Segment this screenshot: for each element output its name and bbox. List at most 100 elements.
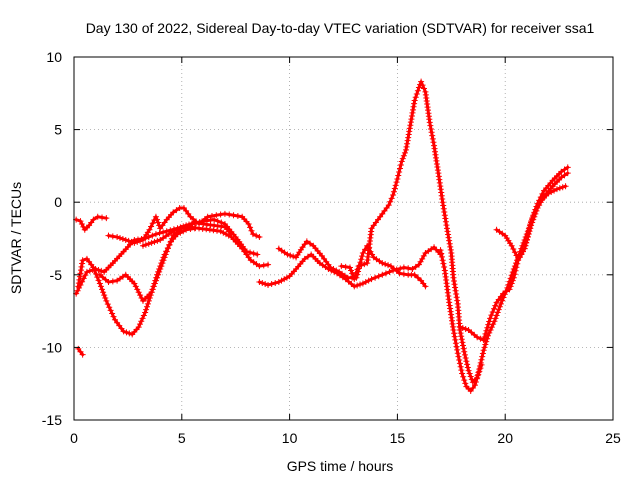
data-point-marker [427, 122, 434, 129]
data-point-marker [414, 87, 421, 94]
data-point-marker [408, 116, 415, 123]
data-point-marker [466, 370, 473, 377]
data-point-marker [401, 149, 408, 156]
data-point-marker [135, 324, 142, 331]
series-arc-11 [437, 183, 569, 394]
data-point-marker [410, 106, 417, 113]
data-point-marker [342, 263, 349, 270]
data-point-marker [90, 264, 97, 271]
data-point-marker [385, 202, 392, 209]
data-point-marker [77, 270, 84, 277]
data-point-marker [414, 274, 421, 281]
data-point-marker [281, 276, 288, 283]
data-point-marker [396, 165, 403, 172]
data-point-marker [553, 186, 560, 193]
data-point-marker [110, 313, 117, 320]
data-point-marker [152, 213, 159, 220]
data-point-marker [529, 215, 536, 222]
data-point-marker [154, 216, 161, 223]
data-point-marker [287, 252, 294, 259]
data-point-marker [245, 220, 252, 227]
data-point-marker [473, 375, 480, 382]
data-point-marker [243, 248, 250, 255]
data-point-marker [459, 339, 466, 346]
data-point-marker [442, 218, 449, 225]
data-point-marker [483, 327, 490, 334]
data-point-marker [525, 227, 532, 234]
data-point-marker [228, 231, 235, 238]
data-point-marker [149, 232, 156, 239]
data-point-marker [397, 162, 404, 169]
data-point-marker [156, 230, 163, 237]
data-point-marker [467, 373, 474, 380]
data-point-marker [488, 312, 495, 319]
data-point-marker [155, 219, 162, 226]
data-point-marker [170, 209, 177, 216]
data-point-marker [92, 270, 99, 277]
data-point-marker [454, 350, 461, 357]
data-point-marker [365, 277, 372, 284]
data-point-marker [259, 280, 266, 287]
data-point-marker [458, 367, 465, 374]
data-point-marker [151, 238, 158, 245]
data-point-marker [126, 330, 133, 337]
data-point-marker [477, 363, 484, 370]
data-point-marker [382, 270, 389, 277]
data-point-marker [162, 251, 169, 258]
data-point-marker [211, 216, 218, 223]
data-point-marker [437, 247, 444, 254]
data-point-marker [457, 330, 464, 337]
series-trace [76, 226, 197, 336]
data-point-marker [405, 265, 412, 272]
data-point-marker [132, 283, 139, 290]
data-point-marker [455, 353, 462, 360]
data-point-marker [450, 326, 457, 333]
data-point-marker [97, 283, 104, 290]
data-point-marker [480, 347, 487, 354]
data-point-marker [537, 194, 544, 201]
data-point-marker [496, 303, 503, 310]
data-point-marker [400, 152, 407, 159]
data-point-marker [98, 267, 105, 274]
data-point-marker [352, 272, 359, 279]
data-point-marker [151, 280, 158, 287]
data-point-marker [148, 289, 155, 296]
data-point-marker [453, 294, 460, 301]
data-point-marker [561, 166, 568, 173]
data-point-marker [510, 274, 517, 281]
data-point-marker [512, 267, 519, 274]
data-point-marker [484, 324, 491, 331]
data-point-marker [385, 262, 392, 269]
data-point-marker [152, 277, 159, 284]
data-point-marker [482, 341, 489, 348]
data-point-marker [513, 264, 520, 271]
grid-lines [74, 57, 613, 420]
data-point-marker [479, 353, 486, 360]
data-point-marker [96, 280, 103, 287]
data-point-marker [95, 266, 102, 273]
series-arc-9 [275, 238, 429, 290]
data-point-marker [523, 236, 530, 243]
data-point-marker [107, 307, 114, 314]
data-point-marker [440, 202, 447, 209]
series-arc-10 [338, 78, 485, 386]
data-point-marker [152, 231, 159, 238]
data-point-marker [351, 283, 358, 290]
data-point-marker [486, 318, 493, 325]
data-point-marker [405, 134, 412, 141]
data-point-marker [248, 227, 255, 234]
data-point-marker [461, 348, 468, 355]
data-point-marker [142, 309, 149, 316]
data-point-marker [361, 261, 368, 268]
data-point-marker [191, 225, 198, 232]
data-point-marker [358, 256, 365, 263]
data-point-marker [445, 234, 452, 241]
data-point-marker [174, 225, 181, 232]
data-point-marker [438, 253, 445, 260]
data-point-marker [564, 170, 571, 177]
data-point-marker [533, 203, 540, 210]
data-point-marker [458, 333, 465, 340]
data-point-marker [307, 240, 314, 247]
data-point-marker [427, 125, 434, 132]
data-point-marker [375, 273, 382, 280]
